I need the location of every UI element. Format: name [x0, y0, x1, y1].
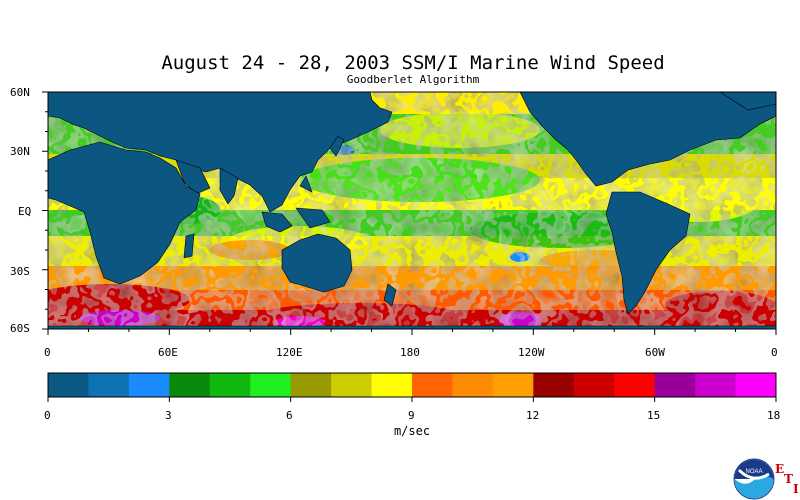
- colorbar-swatch: [290, 373, 332, 397]
- lon-label-60e: 60E: [158, 346, 178, 359]
- lon-label-0-west: 0: [44, 346, 51, 359]
- lat-label-eq: EQ: [18, 205, 32, 218]
- lon-label-120w: 120W: [518, 346, 545, 359]
- colorbar-swatch: [169, 373, 211, 397]
- colorbar-swatch: [371, 373, 413, 397]
- map-title: August 24 - 28, 2003 SSM/I Marine Wind S…: [161, 52, 665, 74]
- eti-letter-t: T: [784, 472, 793, 486]
- colorbar-swatch: [614, 373, 656, 397]
- lat-label-60s: 60S: [10, 322, 30, 335]
- colorbar-tick-18: 18: [767, 409, 781, 422]
- eti-letter-e: E: [775, 462, 785, 476]
- colorbar-swatch: [573, 373, 615, 397]
- colorbar-units: m/sec: [393, 424, 431, 438]
- noaa-logo-text: NOAA: [745, 469, 762, 475]
- eti-letter-i: I: [793, 482, 799, 496]
- lon-label-180: 180: [400, 346, 420, 359]
- lon-label-60w: 60W: [645, 346, 665, 359]
- colorbar-tick-3: 3: [165, 409, 172, 422]
- lat-label-30s: 30S: [10, 265, 30, 278]
- colorbar-swatch: [654, 373, 696, 397]
- colorbar-tick-9: 9: [408, 409, 415, 422]
- colorbar-swatch: [695, 373, 737, 397]
- colorbar-tick-0: 0: [44, 409, 51, 422]
- lon-label-120e: 120E: [276, 346, 303, 359]
- lon-label-0-east: 0: [771, 346, 778, 359]
- colorbar-tick-15: 15: [647, 409, 661, 422]
- colorbar-swatch: [209, 373, 251, 397]
- colorbar-swatch: [412, 373, 453, 397]
- colorbar-swatch: [250, 373, 292, 397]
- colorbar-tick-12: 12: [526, 409, 540, 422]
- colorbar-tick-6: 6: [286, 409, 293, 422]
- colorbar-swatch: [128, 373, 170, 397]
- ocean-field: [48, 92, 776, 329]
- lat-label-60n: 60N: [10, 86, 30, 99]
- colorbar-swatch: [735, 373, 777, 397]
- axis-ticks: [42, 91, 777, 335]
- colorbar-swatch: [533, 373, 575, 397]
- land-masses: [48, 92, 776, 329]
- lat-label-30n: 30N: [10, 145, 30, 158]
- colorbar: [47, 373, 777, 402]
- colorbar-swatch: [88, 373, 130, 397]
- map-subtitle: Goodberlet Algorithm: [346, 73, 480, 86]
- colorbar-swatch: [331, 373, 373, 397]
- colorbar-swatch: [48, 373, 89, 397]
- colorbar-frame: [47, 372, 777, 398]
- colorbar-swatch: [452, 373, 494, 397]
- colorbar-swatch: [492, 373, 534, 397]
- noaa-logo: NOAA: [733, 458, 775, 500]
